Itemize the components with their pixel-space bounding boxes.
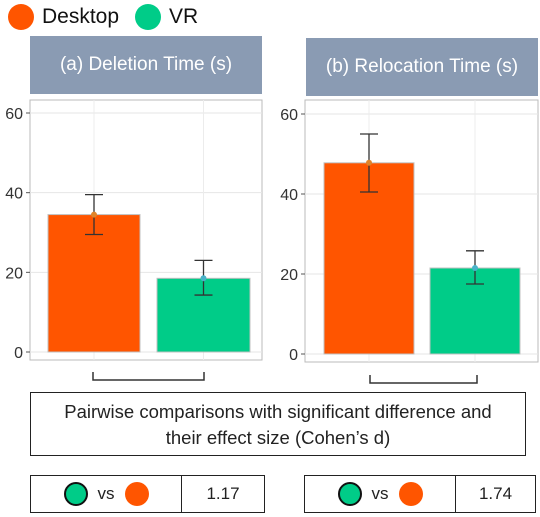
ytick-label-a-60: 60: [5, 106, 23, 123]
bar-b-desktop: [323, 162, 415, 355]
legend-vr-label: VR: [169, 5, 199, 28]
comparison-a-pair: vs: [31, 476, 182, 512]
mean-point-a-vr: [200, 275, 207, 282]
ytick-label-a-20: 20: [5, 265, 23, 282]
vs-label: vs: [97, 484, 115, 503]
ytick-label-b-0: 0: [289, 347, 298, 364]
legend-vr-swatch: [135, 4, 162, 30]
desktop-circle-icon: [398, 482, 423, 506]
ytick-label-b-40: 40: [280, 187, 298, 204]
legend-desktop-label: Desktop: [42, 5, 120, 28]
legend: Desktop VR: [8, 2, 206, 32]
effect-size-b: 1.74: [478, 484, 513, 503]
desktop-circle-icon: [124, 482, 149, 506]
bar-a-desktop: [47, 214, 141, 353]
panel-a-title: (a) Deletion Time (s): [30, 36, 262, 94]
ytick-label-b-60: 60: [280, 107, 298, 124]
mean-point-b-desktop: [366, 159, 372, 166]
charts-svg: 0 20 40 60 0 20 40 60: [5, 99, 539, 384]
significance-bracket-a: [92, 372, 205, 381]
mean-point-b-vr: [472, 265, 478, 271]
comparison-a: vs 1.17: [30, 475, 265, 513]
comparison-b-pair: vs: [305, 476, 456, 512]
comparison-b: vs 1.74: [304, 475, 536, 513]
panel-b-title: (b) Relocation Time (s): [306, 38, 538, 96]
mean-point-a-desktop: [91, 211, 97, 218]
note-line-2: their effect size (Cohen’s d): [165, 427, 391, 448]
note-line-1: Pairwise comparisons with significant di…: [64, 401, 492, 422]
ytick-label-a-40: 40: [5, 186, 23, 203]
legend-desktop-swatch: [8, 4, 34, 30]
vr-circle-icon: [63, 482, 88, 506]
vr-circle-icon: [337, 482, 362, 506]
significance-bracket-b: [369, 375, 478, 384]
effect-size-a: 1.17: [206, 484, 240, 503]
vs-label: vs: [371, 484, 389, 503]
ytick-label-b-20: 20: [280, 267, 298, 284]
ytick-label-a-0: 0: [14, 345, 23, 362]
comparison-note: Pairwise comparisons with significant di…: [30, 392, 526, 456]
